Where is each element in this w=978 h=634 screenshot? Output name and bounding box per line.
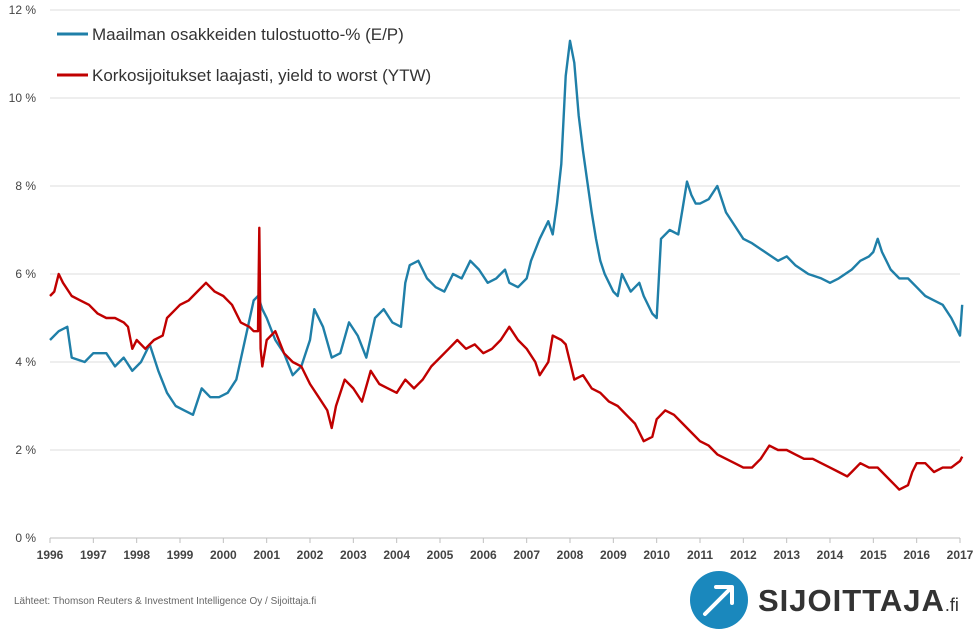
x-axis-ticks: 1996 1997 1998 1999 2000 2001 2002 2003 2004 2005…: [37, 538, 974, 562]
y-tick-label: 6 %: [15, 267, 36, 281]
legend: Maailman osakkeiden tulostuotto-% (E/P) K…: [57, 25, 431, 85]
legend-label: Maailman osakkeiden tulostuotto-% (E/P): [92, 25, 404, 44]
x-tick-label: 1998: [123, 548, 150, 562]
grid: [50, 9, 960, 539]
legend-label: Korkosijoitukset laajasti, yield to wors…: [92, 66, 431, 85]
series-line-2: [49, 226, 964, 491]
arrow-up-right-icon: [690, 571, 748, 629]
x-tick-label: 2001: [253, 548, 280, 562]
x-tick-label: 2014: [817, 548, 844, 562]
x-tick-label: 2003: [340, 548, 367, 562]
x-tick-label: 2015: [860, 548, 887, 562]
x-tick-label: 1996: [37, 548, 64, 562]
logo-wordmark: SIJOITTAJA.fi: [758, 583, 959, 618]
x-tick-label: 2017: [947, 548, 974, 562]
source-note: Lähteet: Thomson Reuters & Investment In…: [14, 596, 317, 607]
x-tick-label: 2010: [643, 548, 670, 562]
x-tick-label: 2011: [687, 548, 713, 562]
x-tick-label: 2002: [297, 548, 324, 562]
x-tick-label: 2004: [383, 548, 410, 562]
series-line-1: [49, 39, 964, 416]
y-tick-label: 0 %: [15, 531, 36, 545]
y-tick-label: 2 %: [15, 443, 36, 457]
x-tick-label: 2005: [427, 548, 454, 562]
y-tick-label: 12 %: [9, 3, 37, 17]
y-axis-ticks: 0 % 2 % 4 % 6 % 8 % 10 % 12 %: [9, 3, 37, 545]
x-tick-label: 1997: [80, 548, 107, 562]
y-tick-label: 8 %: [15, 179, 36, 193]
y-tick-label: 4 %: [15, 355, 36, 369]
series-lines: [49, 39, 964, 491]
y-tick-label: 10 %: [9, 91, 37, 105]
x-tick-label: 2007: [513, 548, 540, 562]
x-tick-label: 2008: [557, 548, 584, 562]
x-tick-label: 2012: [730, 548, 757, 562]
sijoittaja-logo: SIJOITTAJA.fi: [690, 571, 972, 629]
x-tick-label: 2009: [600, 548, 627, 562]
x-tick-label: 1999: [167, 548, 194, 562]
x-tick-label: 2013: [773, 548, 800, 562]
x-tick-label: 2016: [903, 548, 930, 562]
x-tick-label: 2000: [210, 548, 237, 562]
x-tick-label: 2006: [470, 548, 497, 562]
